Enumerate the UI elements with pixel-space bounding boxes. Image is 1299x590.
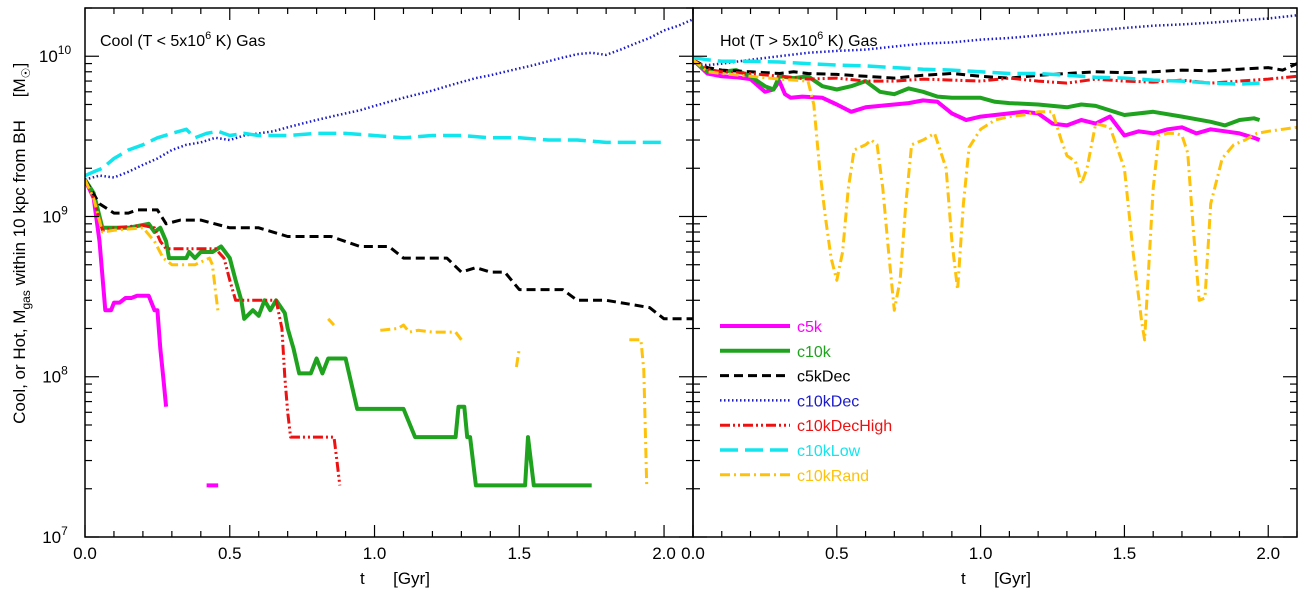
panel-title-hot-pre: Hot (T > 5x10: [720, 33, 817, 50]
panel-title-cool-sup: 6: [205, 30, 211, 42]
legend-label-c10kRand: c10kRand: [797, 468, 869, 485]
y-axis-unit-open: [M: [10, 78, 29, 97]
series-c10kRand-cool-seg-1: [327, 317, 336, 327]
series-c10k-hot-seg-0: [693, 58, 1261, 128]
series-c10kRand-cool-seg-2: [380, 323, 463, 341]
legend-label-c10kLow: c10kLow: [797, 443, 861, 460]
panel-frame-cool: [84, 7, 694, 538]
y-axis-unit-close: ]: [10, 63, 29, 68]
series-c10kDec-hot-seg-0: [693, 14, 1297, 67]
series-c10k-cool-seg-0: [85, 178, 592, 488]
series-c5kDec-cool-seg-0: [85, 178, 693, 321]
panel-title-cool: Cool (T < 5x106 K) Gas: [100, 30, 265, 50]
series-c10kLow-hot-seg-0: [693, 55, 1260, 86]
panel-cool-gas: Cool (T < 5x106 K) Gas t [Gyr] 0.0 0.5 1.0…: [39, 7, 694, 588]
series-layer-cool: [85, 18, 693, 488]
legend: c5k c10k c5kDec c10kDec c10kDecHigh c10kLow c1…: [720, 319, 892, 485]
panel-hot-gas: Hot (T > 5x106 K) Gas t [Gyr] 0.0 0.5 1.0 1…: [681, 7, 1298, 588]
x-tick-label-hot-4: 2.0: [1256, 544, 1280, 563]
x-tick-label-cool-4: 2.0: [652, 544, 676, 563]
y-tick-label-3: 1010: [39, 43, 72, 66]
legend-label-c10kDec: c10kDec: [797, 393, 859, 410]
series-c10kRand-cool-seg-3: [514, 348, 521, 368]
legend-label-c10kDecHigh: c10kDecHigh: [797, 418, 892, 435]
tick-layer-hot: [692, 7, 1298, 538]
x-tick-label-cool-0: 0.0: [73, 544, 97, 563]
x-tick-label-cool-3: 1.5: [507, 544, 531, 563]
legend-label-c5kDec: c5kDec: [797, 369, 850, 386]
legend-label-c5k: c5k: [797, 319, 823, 336]
series-c10kLow-cool-seg-0: [85, 127, 664, 178]
y-tick-base-0: 10: [42, 528, 61, 547]
y-axis-label-rest: within 10 kpc from BH: [10, 120, 29, 290]
y-tick-base-3: 10: [39, 47, 58, 66]
y-axis-label: Cool, or Hot, Mgas within 10 kpc from BH: [10, 120, 33, 424]
series-c10kDec-cool-seg-0: [85, 18, 693, 181]
y-tick-exp-1: 8: [61, 364, 68, 378]
x-tick-label-hot-1: 0.5: [825, 544, 849, 563]
series-c5k-cool-seg-0: [85, 178, 169, 407]
y-tick-exp-3: 10: [58, 43, 72, 57]
x-tick-label-cool-2: 1.0: [363, 544, 387, 563]
series-c10kRand-hot-seg-0: [693, 58, 1297, 342]
series-c10kDecHigh-cool-seg-0: [85, 178, 342, 486]
x-tick-label-hot-3: 1.5: [1113, 544, 1137, 563]
y-tick-label-0: 107: [42, 524, 68, 547]
legend-label-c10k: c10k: [797, 344, 832, 361]
panel-title-cool-pre: Cool (T < 5x10: [100, 33, 205, 50]
y-axis-unit-sun: ☉: [19, 68, 33, 79]
series-layer-hot: [693, 14, 1297, 342]
y-axis-label-sub: gas: [19, 290, 33, 309]
x-axis-label-hot: t [Gyr]: [961, 569, 1031, 588]
series-c5kDec-hot-seg-0: [693, 58, 1297, 80]
x-axis-label-cool: t [Gyr]: [360, 569, 430, 588]
panel-title-hot-post: K) Gas: [823, 33, 877, 50]
panel-frame-hot: [692, 7, 1298, 538]
y-tick-exp-0: 7: [61, 524, 68, 538]
y-tick-base-1: 10: [42, 368, 61, 387]
x-tick-label-hot-2: 1.0: [969, 544, 993, 563]
y-axis-label-main: Cool, or Hot, M: [10, 310, 29, 424]
panel-title-hot-sup: 6: [817, 30, 823, 42]
y-axis-unit: [M☉]: [10, 63, 33, 97]
x-tick-label-cool-1: 0.5: [218, 544, 242, 563]
y-tick-label-1: 108: [42, 364, 68, 387]
tick-layer-cool: [84, 7, 694, 538]
y-tick-exp-2: 9: [61, 203, 68, 217]
panel-title-cool-post: K) Gas: [211, 33, 265, 50]
y-tick-base-2: 10: [42, 207, 61, 226]
series-c10kRand-cool-seg-4: [629, 338, 649, 486]
x-tick-label-hot-0: 0.0: [681, 544, 705, 563]
series-c10kRand-cool-seg-0: [85, 178, 220, 314]
y-tick-label-2: 109: [42, 203, 68, 226]
panel-title-hot: Hot (T > 5x106 K) Gas: [720, 30, 877, 50]
